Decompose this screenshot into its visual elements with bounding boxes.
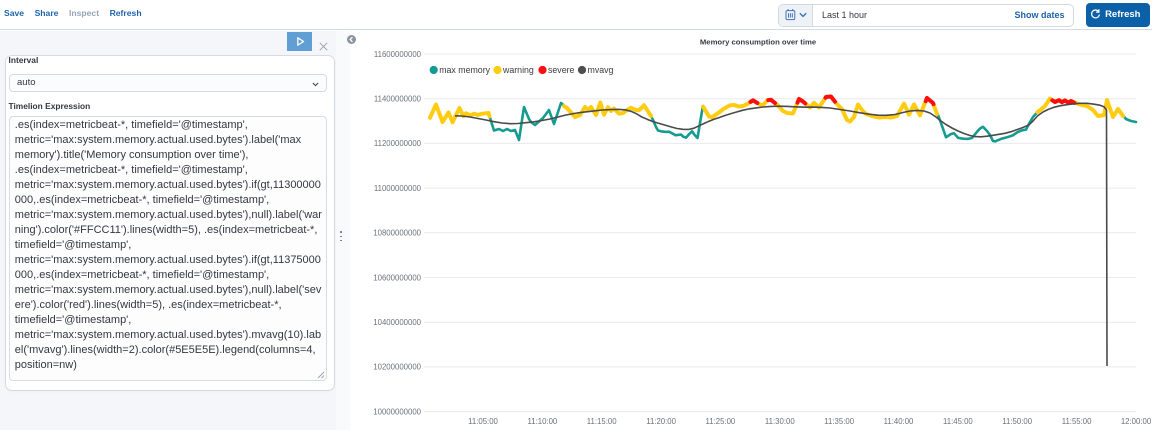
svg-text:11:25:00: 11:25:00 <box>706 417 736 426</box>
svg-text:10400000000: 10400000000 <box>373 318 421 327</box>
svg-text:11600000000: 11600000000 <box>374 50 422 59</box>
svg-text:11:05:00: 11:05:00 <box>468 417 498 426</box>
svg-text:11:30:00: 11:30:00 <box>765 417 795 426</box>
svg-text:11400000000: 11400000000 <box>374 95 422 104</box>
svg-text:Memory consumption over time: Memory consumption over time <box>700 37 817 46</box>
svg-text:11:45:00: 11:45:00 <box>943 417 973 426</box>
svg-text:11:15:00: 11:15:00 <box>587 417 617 426</box>
svg-text:max memory: max memory <box>439 65 490 75</box>
svg-text:warning: warning <box>502 65 534 75</box>
svg-text:11200000000: 11200000000 <box>374 139 422 148</box>
svg-text:12:00:00: 12:00:00 <box>1121 417 1152 426</box>
svg-text:11:20:00: 11:20:00 <box>646 417 676 426</box>
svg-text:11:50:00: 11:50:00 <box>1002 417 1032 426</box>
svg-text:11000000000: 11000000000 <box>374 184 422 193</box>
svg-text:mvavg: mvavg <box>588 65 614 75</box>
svg-text:11:35:00: 11:35:00 <box>824 417 854 426</box>
svg-text:severe: severe <box>548 65 575 75</box>
svg-text:11:40:00: 11:40:00 <box>884 417 914 426</box>
svg-text:11:55:00: 11:55:00 <box>1062 417 1092 426</box>
svg-text:10600000000: 10600000000 <box>373 273 421 282</box>
svg-text:10200000000: 10200000000 <box>373 363 421 372</box>
svg-text:11:10:00: 11:10:00 <box>528 417 558 426</box>
svg-text:10000000000: 10000000000 <box>373 407 421 416</box>
svg-text:10800000000: 10800000000 <box>373 229 421 238</box>
